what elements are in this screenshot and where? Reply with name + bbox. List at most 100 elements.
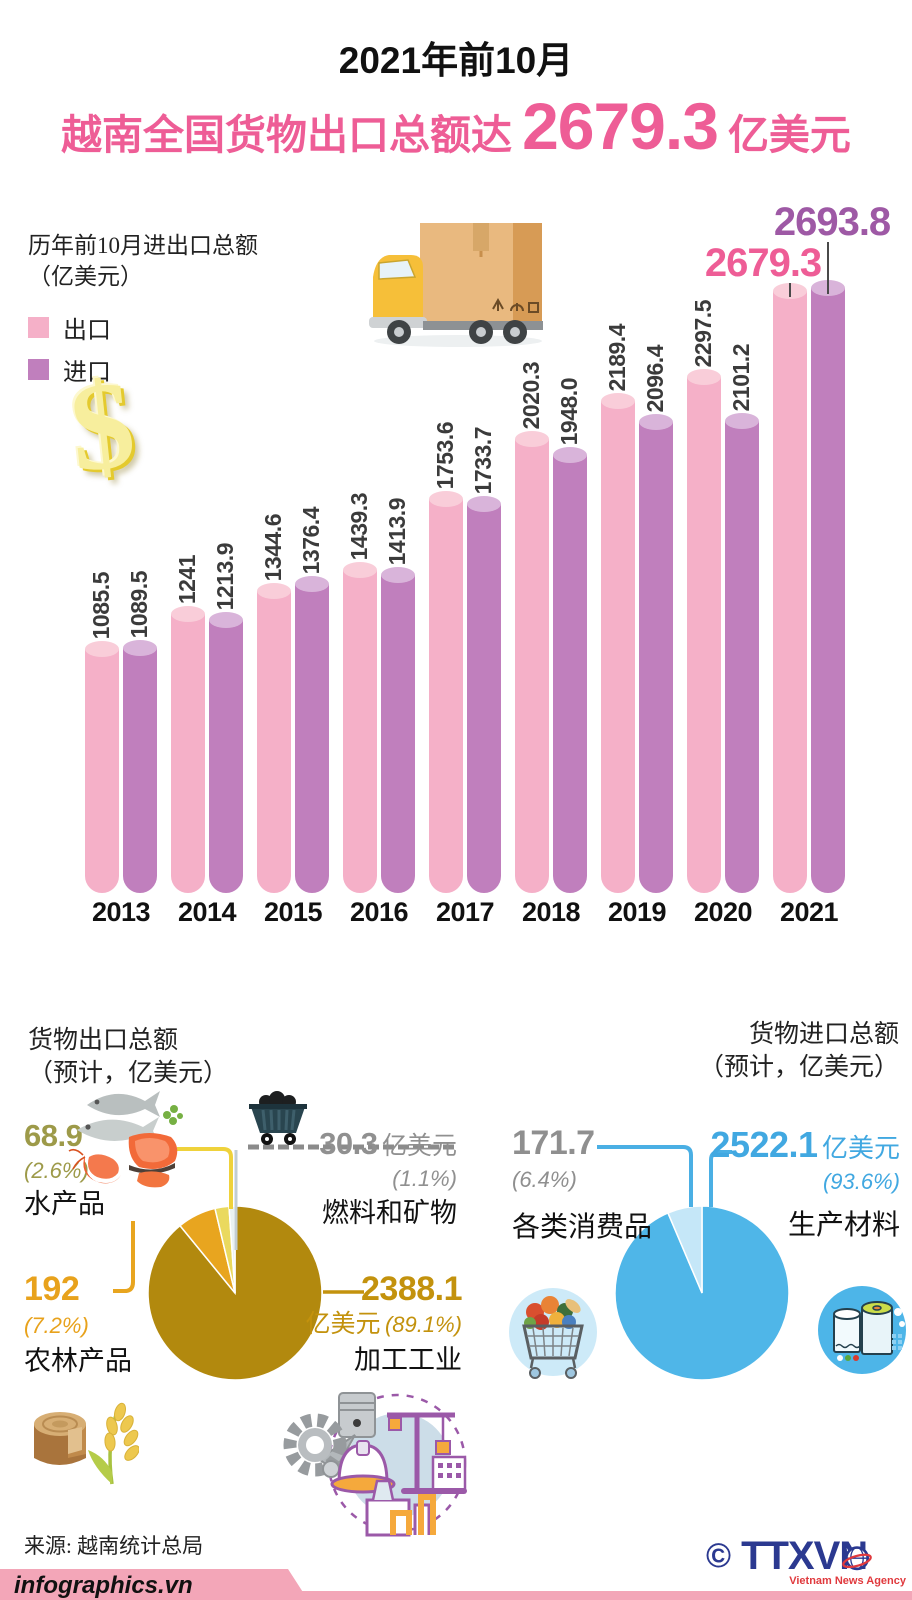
pie-slice-各类消费品 xyxy=(666,1206,703,1294)
bar-value-label: 1733.7 xyxy=(470,426,496,494)
year-label: 2019 xyxy=(607,897,667,927)
processing-unit: 亿美元 xyxy=(305,1310,381,1338)
label-agri: 192 (7.2%) 农林产品 xyxy=(24,1270,132,1376)
aquatic-pct: (2.6%) xyxy=(24,1157,89,1183)
bar-value-label: 1089.5 xyxy=(126,570,152,638)
title-prefix: 越南全国货物出口总额达 xyxy=(61,112,513,158)
label-aquatic: 68.9 (2.6%) 水产品 xyxy=(24,1118,105,1219)
year-label: 2017 xyxy=(435,897,495,927)
brand-logo: infographics.vn xyxy=(14,1572,193,1599)
materials-value: 2522.1 xyxy=(710,1124,818,1165)
bar-value-label: 2096.4 xyxy=(642,344,668,412)
import-heading-line2: （预计，亿美元） xyxy=(698,1054,899,1081)
shopping-cart-icon xyxy=(509,1288,597,1379)
bar-2014-出口 xyxy=(171,606,205,893)
legend-import-swatch xyxy=(28,359,49,380)
legend-export-swatch xyxy=(28,317,49,338)
bar-2013-进口 xyxy=(123,640,157,893)
bar-2018-进口 xyxy=(553,447,587,893)
materials-pct: (93.6%) xyxy=(822,1168,900,1194)
import-heading-line1: 货物进口总额 xyxy=(748,1021,899,1048)
bar-2016-出口 xyxy=(343,562,377,893)
import-pie-chart xyxy=(615,1206,789,1380)
export-heading: 货物出口总额 （预计，亿美元） xyxy=(28,1024,228,1090)
year-label: 2015 xyxy=(263,897,323,927)
caption-line1: 历年前10月进出口总额 xyxy=(28,233,258,258)
bottom-line xyxy=(0,1591,912,1600)
bar-value-label: 1439.3 xyxy=(346,492,372,560)
bar-2013-出口 xyxy=(85,641,119,893)
coal-cart-icon xyxy=(249,1091,307,1145)
bar-value-label: 1085.5 xyxy=(88,571,114,639)
wood-rice-icon xyxy=(34,1402,139,1485)
bar-2020-出口 xyxy=(687,369,721,893)
legend-export-label: 出口 xyxy=(63,318,111,344)
bar-2015-出口 xyxy=(257,583,291,893)
bar-2018-出口 xyxy=(515,431,549,893)
bar-value-label: 1344.6 xyxy=(260,513,286,581)
legend-import: 进口 xyxy=(28,352,111,387)
bar-2020-进口 xyxy=(725,413,759,893)
bar-2015-进口 xyxy=(295,576,329,893)
fuel-unit: 亿美元 xyxy=(381,1133,457,1160)
bar-2014-进口 xyxy=(209,612,243,893)
materials-unit: 亿美元 xyxy=(821,1134,900,1163)
year-label: 2016 xyxy=(349,897,409,927)
caption-line2: （亿美元） xyxy=(28,264,143,289)
fuel-pct: (1.1%) xyxy=(392,1165,457,1191)
subtitle: 2021年前10月 xyxy=(338,40,574,81)
label-processing: 2388.1 亿美元 (89.1%) 加工工业 xyxy=(280,1270,463,1375)
label-consumer: 171.7 (6.4%) 各类消费品 xyxy=(512,1125,653,1243)
bar-value-label: 1376.4 xyxy=(298,506,324,574)
label-materials: 2522.1 亿美元 (93.6%) 生产材料 xyxy=(700,1124,900,1241)
globe-icon xyxy=(842,1545,873,1570)
industry-icon xyxy=(283,1392,467,1537)
bar-value-label: 1241 xyxy=(174,554,200,604)
bar-2019-进口 xyxy=(639,414,673,893)
bar-value-label: 1753.6 xyxy=(432,421,458,489)
processing-name: 加工工业 xyxy=(354,1344,462,1375)
bar-value-label: 1948.0 xyxy=(556,377,582,445)
bar-value-label: 2297.5 xyxy=(690,299,716,367)
fuel-name: 燃料和矿物 xyxy=(322,1197,457,1228)
label-fuel: 30.3 亿美元 (1.1%) 燃料和矿物 xyxy=(275,1126,457,1228)
legend-export: 出口 xyxy=(28,310,111,345)
year-label: 2013 xyxy=(91,897,151,927)
bar-2021-进口 xyxy=(811,280,845,893)
agency-subtitle: Vietnam News Agency xyxy=(789,1575,906,1587)
source-text: 来源: 越南统计总局 xyxy=(24,1534,204,1558)
bar-chart-caption: 历年前10月进出口总额 （亿美元） xyxy=(28,230,258,292)
bar-leader-line xyxy=(789,283,791,297)
bar-2021-出口 xyxy=(773,283,807,893)
copyright-icon: © xyxy=(706,1537,732,1575)
year-label: 2014 xyxy=(177,897,237,927)
bar-2017-出口 xyxy=(429,491,463,893)
fuel-value: 30.3 xyxy=(319,1126,378,1161)
bar-value-label: 1413.9 xyxy=(384,497,410,565)
bar-2016-进口 xyxy=(381,567,415,893)
agri-value: 192 xyxy=(24,1270,80,1308)
export-pie-chart xyxy=(148,1206,322,1380)
processing-pct: (89.1%) xyxy=(384,1311,462,1337)
bar-value-label: 2101.2 xyxy=(728,343,754,411)
delivery-truck-icon xyxy=(369,223,543,347)
processing-value: 2388.1 xyxy=(361,1270,463,1308)
aquatic-name: 水产品 xyxy=(24,1188,105,1219)
title-suffix: 亿美元 xyxy=(727,112,851,158)
export-heading-line2: （预计，亿美元） xyxy=(28,1060,229,1087)
agency-logo: © TTXVN Vietnam News Agency xyxy=(706,1534,906,1587)
materials-name: 生产材料 xyxy=(787,1209,900,1241)
bar-value-label: 2189.4 xyxy=(604,323,630,391)
aquatic-value: 68.9 xyxy=(24,1118,83,1153)
bar-value-label: 1213.9 xyxy=(212,542,238,610)
export-heading-line1: 货物出口总额 xyxy=(28,1027,179,1054)
consumer-name: 各类消费品 xyxy=(512,1211,653,1243)
agri-name: 农林产品 xyxy=(24,1345,132,1376)
bar-value-label-highlight: 2693.8 xyxy=(773,200,891,244)
bar-leader-line xyxy=(827,242,829,294)
year-label: 2021 xyxy=(779,897,839,927)
agri-pct: (7.2%) xyxy=(24,1312,89,1338)
year-label: 2018 xyxy=(521,897,581,927)
